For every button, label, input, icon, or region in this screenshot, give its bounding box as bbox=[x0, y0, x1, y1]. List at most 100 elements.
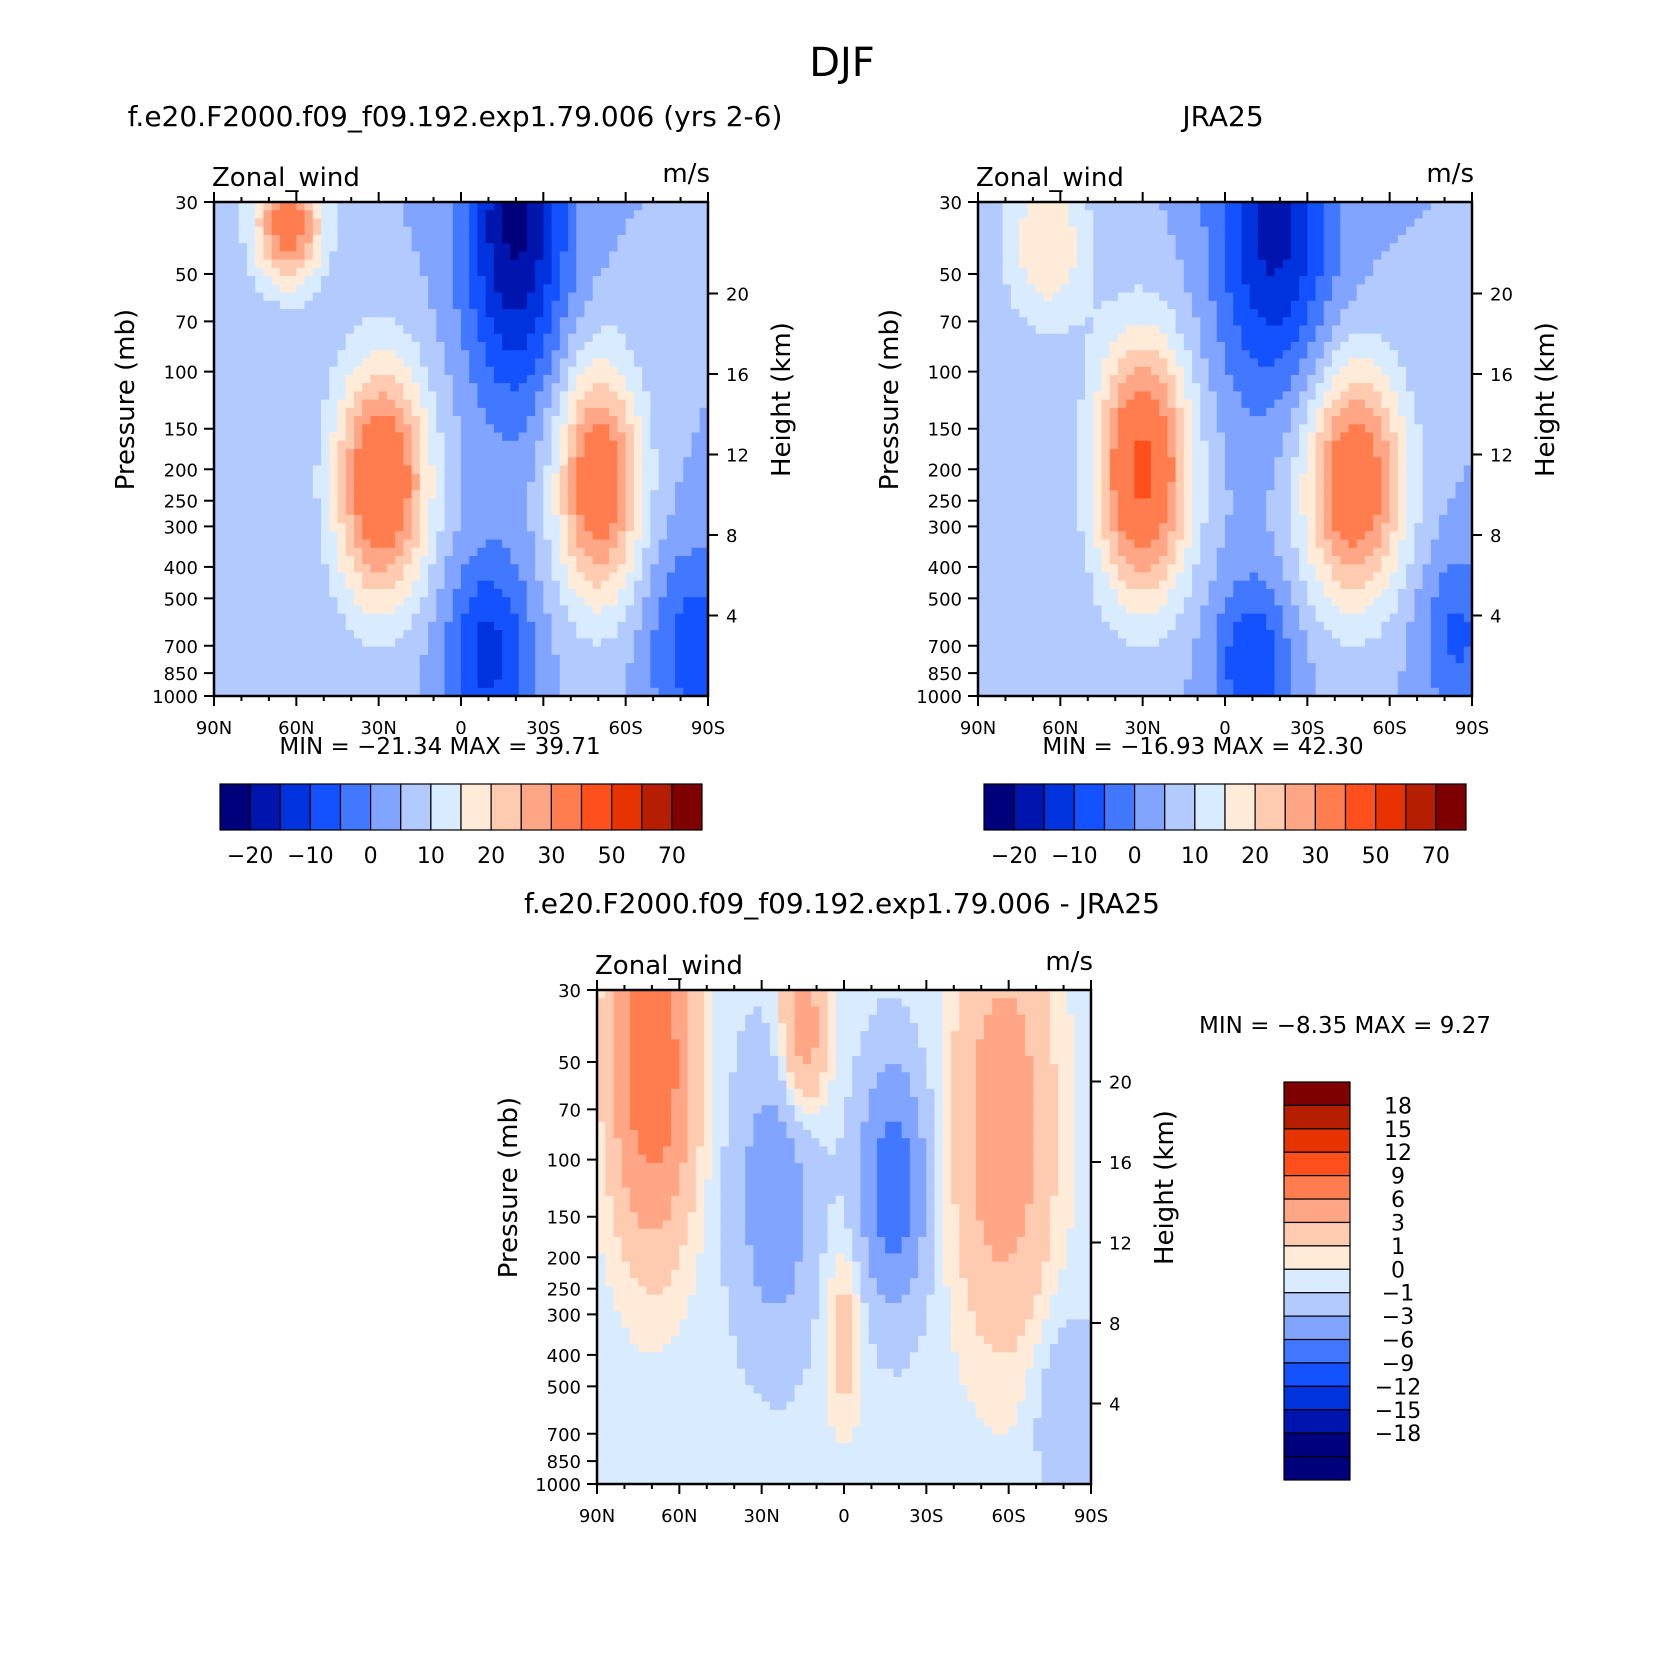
obs-field-cell bbox=[1447, 333, 1457, 343]
model-field-cell bbox=[485, 391, 495, 401]
model-field-cell bbox=[600, 506, 610, 516]
obs-field-cell bbox=[1381, 309, 1391, 318]
model-field-cell bbox=[230, 210, 240, 220]
model-field-cell bbox=[288, 588, 297, 598]
obs-field-cell bbox=[1406, 317, 1415, 327]
obs-field-cell bbox=[1076, 350, 1086, 360]
model-field-cell bbox=[650, 259, 660, 269]
model-field-cell bbox=[568, 465, 577, 475]
model-field-cell bbox=[403, 267, 413, 277]
model-field-cell bbox=[222, 358, 232, 368]
obs-field-cell bbox=[1397, 309, 1407, 318]
model-field-cell bbox=[526, 630, 536, 639]
model-field-cell bbox=[600, 498, 610, 508]
model-field-cell bbox=[329, 572, 339, 582]
model-field-cell bbox=[600, 580, 610, 590]
model-field-cell bbox=[288, 243, 297, 252]
model-field-cell bbox=[600, 202, 610, 211]
model-field-cell bbox=[691, 646, 701, 656]
model-field-cell bbox=[362, 449, 372, 458]
model-field-cell bbox=[436, 424, 446, 434]
obs-field-cell bbox=[1002, 218, 1012, 228]
model-field-cell bbox=[625, 481, 635, 491]
model-field-cell bbox=[238, 449, 248, 458]
model-field-cell bbox=[642, 523, 651, 532]
model-field-cell bbox=[362, 416, 372, 425]
obs-field-cell bbox=[1290, 317, 1300, 327]
obs-field-cell bbox=[1010, 317, 1020, 327]
obs-field-cell bbox=[1093, 202, 1103, 211]
model-field-cell bbox=[419, 597, 429, 607]
obs-field-cell bbox=[1109, 333, 1119, 343]
model-field-cell bbox=[642, 654, 651, 664]
model-field-cell bbox=[329, 234, 339, 244]
model-field-cell bbox=[510, 416, 520, 425]
obs-field-cell bbox=[1323, 234, 1333, 244]
model-field-cell bbox=[452, 531, 462, 541]
obs-field-cell bbox=[1225, 309, 1234, 318]
obs-field-cell bbox=[1085, 300, 1094, 310]
obs-field-cell bbox=[986, 292, 996, 302]
obs-field-cell bbox=[1216, 267, 1226, 277]
obs-field-cell bbox=[1241, 259, 1251, 269]
model-field-cell bbox=[666, 621, 676, 631]
obs-field-cell bbox=[1208, 226, 1218, 236]
model-field-cell bbox=[419, 234, 429, 244]
obs-field-cell bbox=[1134, 292, 1144, 302]
model-field-cell bbox=[559, 523, 569, 532]
model-field-cell bbox=[222, 309, 232, 318]
model-field-cell bbox=[419, 292, 429, 302]
model-field-cell bbox=[675, 210, 684, 220]
model-field-cell bbox=[617, 243, 627, 252]
model-field-cell bbox=[288, 350, 297, 360]
obs-field-cell bbox=[1002, 333, 1012, 343]
model-field-cell bbox=[584, 547, 594, 557]
model-field-cell bbox=[617, 383, 627, 392]
model-field-cell bbox=[214, 251, 223, 261]
obs-field-cell bbox=[1447, 218, 1457, 228]
model-field-cell bbox=[312, 580, 322, 590]
model-field-cell bbox=[691, 226, 701, 236]
model-field-cell bbox=[452, 646, 462, 656]
model-field-cell bbox=[296, 292, 306, 302]
obs-field-cell bbox=[1027, 358, 1037, 368]
obs-field-cell bbox=[1142, 325, 1152, 335]
model-field-cell bbox=[255, 251, 264, 261]
model-field-cell bbox=[617, 490, 627, 499]
model-field-cell bbox=[271, 432, 281, 442]
model-field-cell bbox=[650, 383, 660, 392]
model-field-cell bbox=[658, 424, 668, 434]
model-field-cell bbox=[592, 514, 602, 524]
model-field-cell bbox=[461, 210, 470, 220]
obs-field-cell bbox=[1348, 333, 1358, 343]
model-field-cell bbox=[551, 226, 561, 236]
model-field-cell bbox=[428, 218, 437, 228]
model-field-cell bbox=[617, 358, 627, 368]
model-field-cell bbox=[625, 259, 635, 269]
obs-field-cell bbox=[1076, 358, 1086, 368]
obs-field-cell bbox=[1117, 202, 1127, 211]
obs-field-cell bbox=[1439, 234, 1448, 244]
model-field-cell bbox=[395, 399, 404, 409]
model-field-cell bbox=[461, 473, 470, 483]
model-field-cell bbox=[543, 276, 553, 285]
model-field-cell bbox=[543, 663, 553, 672]
model-field-cell bbox=[378, 284, 388, 294]
model-field-cell bbox=[452, 588, 462, 598]
model-field-cell bbox=[658, 383, 668, 392]
obs-field-cell bbox=[1307, 276, 1317, 285]
model-field-cell bbox=[666, 638, 676, 648]
obs-field-cell bbox=[1233, 234, 1243, 244]
model-field-cell bbox=[436, 613, 446, 623]
obs-field-cell bbox=[1406, 202, 1415, 211]
model-field-cell bbox=[329, 267, 339, 277]
model-field-cell bbox=[386, 350, 396, 360]
model-field-cell bbox=[452, 514, 462, 524]
model-field-cell bbox=[576, 457, 586, 467]
model-field-cell bbox=[568, 514, 577, 524]
model-field-cell bbox=[502, 531, 511, 541]
obs-field-cell bbox=[994, 210, 1004, 220]
obs-field-cell bbox=[1340, 218, 1350, 228]
model-field-cell bbox=[642, 588, 651, 598]
model-field-cell bbox=[329, 309, 339, 318]
